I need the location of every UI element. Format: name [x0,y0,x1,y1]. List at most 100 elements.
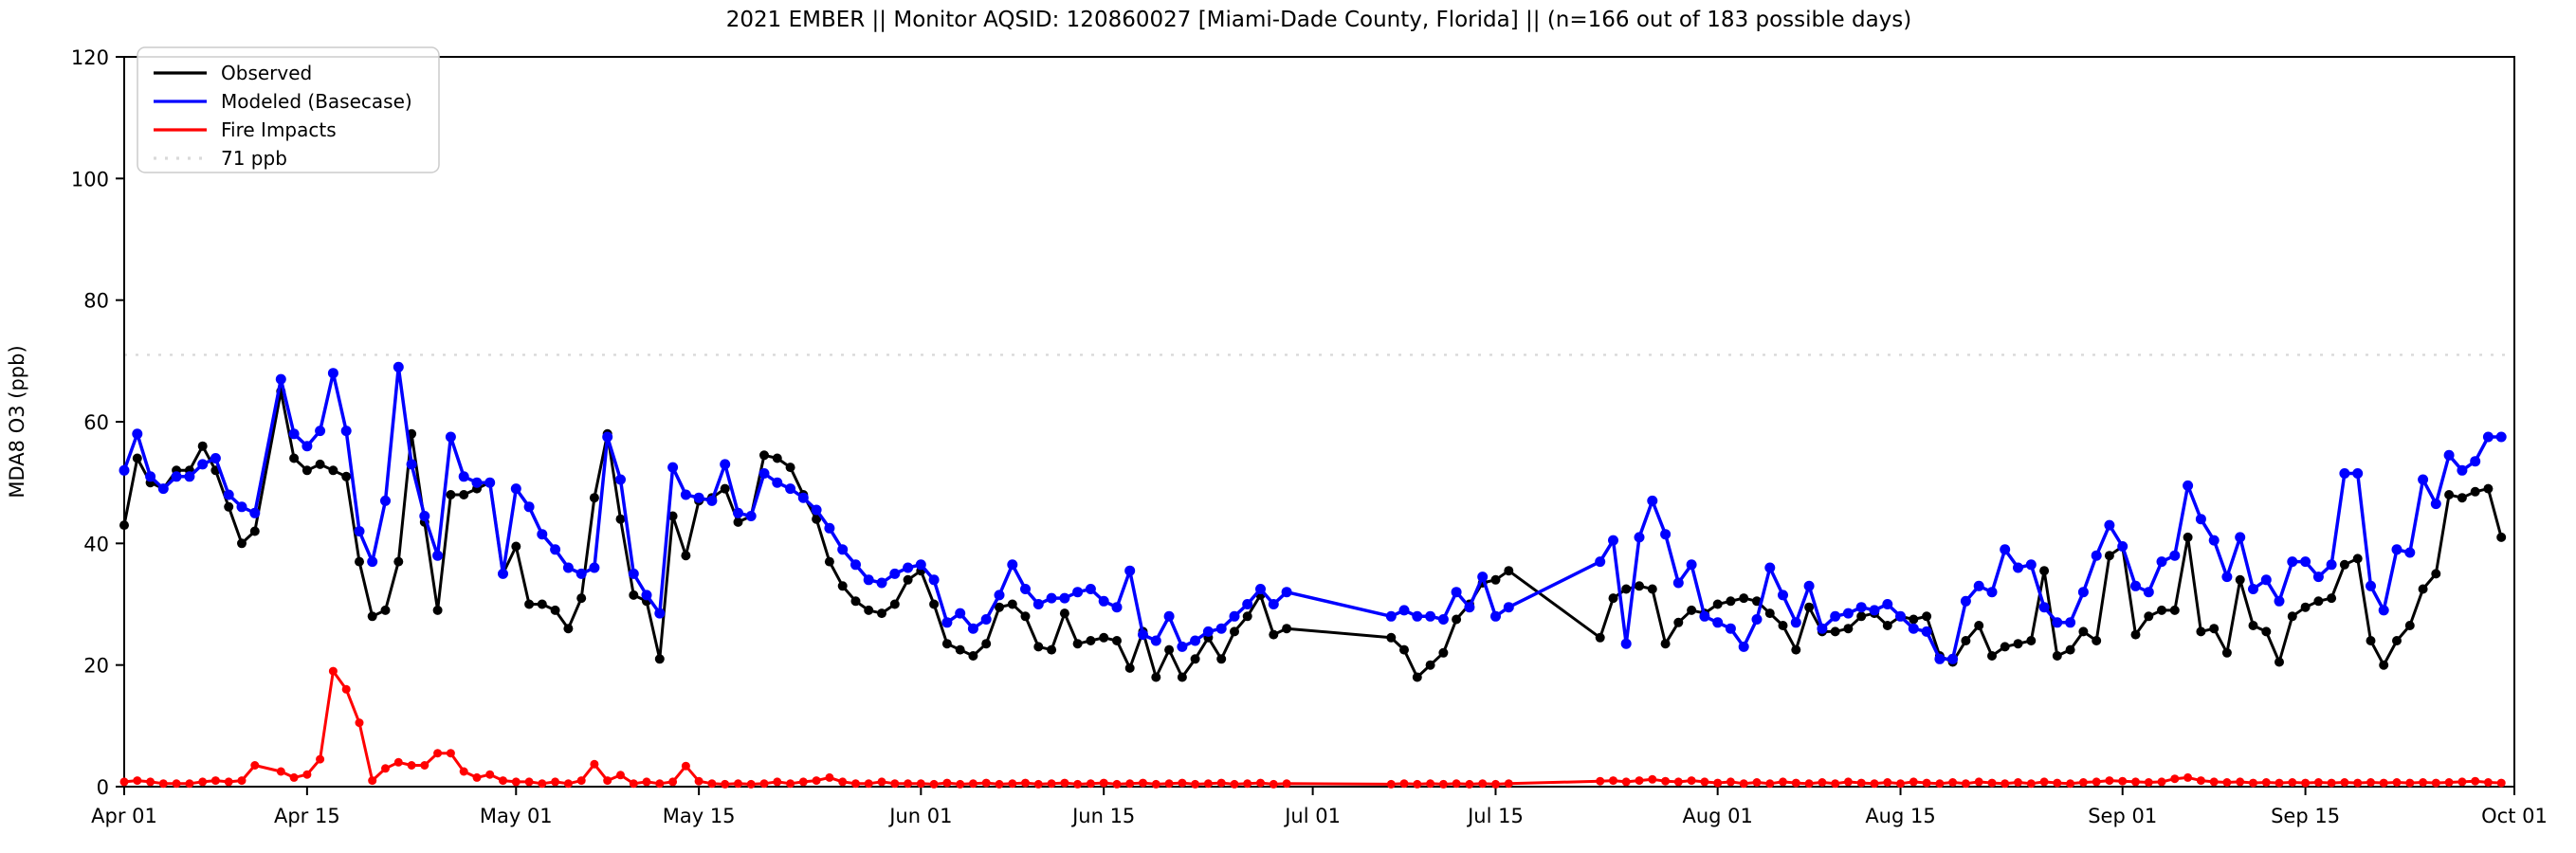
data-point-modeled-basecase [1882,599,1893,609]
data-point-observed [119,520,129,531]
data-point-observed [1504,566,1514,576]
data-point-modeled-basecase [706,495,718,506]
data-point-fire-impacts [1282,779,1291,789]
data-point-observed [1007,599,1017,609]
data-point-modeled-basecase [145,471,156,482]
data-point-observed [1660,639,1671,649]
data-point-fire-impacts [2053,778,2062,788]
data-point-modeled-basecase [733,507,743,518]
data-point-fire-impacts [2236,777,2245,787]
data-point-observed [2130,629,2141,640]
data-point-observed [1673,617,1684,627]
data-point-fire-impacts [2183,772,2193,782]
data-point-observed [1882,621,1892,630]
data-point-observed [2078,626,2089,637]
data-point-fire-impacts [341,684,351,694]
data-point-modeled-basecase [785,483,796,495]
data-point-modeled-basecase [523,501,535,513]
data-point-fire-impacts [198,777,208,787]
data-point-observed [1124,662,1135,673]
data-point-observed [2431,569,2441,579]
data-point-modeled-basecase [876,577,887,589]
data-point-fire-impacts [1935,779,1945,789]
data-point-observed [224,501,234,512]
data-point-fire-impacts [1870,779,1879,789]
data-point-modeled-basecase [1007,559,1018,571]
data-point-modeled-basecase [1385,610,1397,622]
data-point-modeled-basecase [824,522,835,534]
data-point-modeled-basecase [315,426,326,437]
data-point-observed [720,483,730,494]
data-point-observed [733,517,743,527]
data-point-modeled-basecase [941,617,953,628]
data-point-observed [393,556,404,567]
data-point-modeled-basecase [1830,610,1841,622]
data-point-observed [2169,605,2180,615]
data-point-modeled-basecase [1947,653,1959,664]
data-point-fire-impacts [707,779,717,789]
data-point-modeled-basecase [2248,584,2258,594]
data-point-fire-impacts [668,777,678,787]
data-point-fire-impacts [773,777,782,787]
data-point-fire-impacts [355,718,364,728]
series-markers-observed [119,386,2507,682]
data-point-modeled-basecase [537,529,548,540]
data-point-observed [1764,608,1775,619]
data-point-observed [654,654,665,664]
data-point-modeled-basecase [1190,635,1201,646]
data-point-modeled-basecase [654,608,666,619]
data-point-modeled-basecase [406,459,417,470]
data-point-fire-impacts [1504,779,1513,789]
data-point-fire-impacts [1164,779,1174,789]
data-point-modeled-basecase [1712,617,1724,628]
data-point-observed [1282,624,1292,634]
data-point-fire-impacts [1269,779,1278,789]
x-tick-label: May 15 [663,805,736,827]
data-point-observed [2248,621,2258,630]
data-point-observed [301,465,312,476]
data-point-observed [2000,642,2010,652]
data-point-fire-impacts [511,777,521,787]
series-markers-modeled-basecase [119,361,2507,664]
data-point-modeled-basecase [223,489,234,500]
data-point-observed [968,651,978,661]
data-point-fire-impacts [2001,779,2010,789]
data-point-observed [1386,632,1397,643]
data-point-observed [1269,629,1279,640]
data-point-observed [903,574,913,585]
data-point-modeled-basecase [693,492,704,503]
data-point-modeled-basecase [2378,605,2389,616]
data-point-modeled-basecase [641,590,652,601]
data-point-observed [2457,493,2467,503]
data-point-modeled-basecase [2482,431,2494,443]
data-point-modeled-basecase [1412,610,1423,622]
data-point-observed [2221,647,2232,658]
data-point-fire-impacts [185,779,194,789]
data-point-fire-impacts [1112,779,1122,789]
data-point-fire-impacts [563,779,573,789]
data-point-observed [1856,611,1867,622]
data-point-observed [955,644,965,655]
data-point-modeled-basecase [1595,556,1606,568]
data-point-observed [2404,621,2415,630]
data-point-fire-impacts [393,757,403,767]
data-point-observed [2470,486,2480,497]
data-point-modeled-basecase [1398,605,1410,616]
data-point-modeled-basecase [1020,584,1031,594]
data-point-modeled-basecase [367,556,378,568]
data-point-modeled-basecase [863,574,874,586]
data-point-modeled-basecase [628,568,639,579]
data-point-observed [380,605,391,615]
data-point-modeled-basecase [2312,572,2324,583]
data-point-modeled-basecase [772,477,783,488]
data-point-fire-impacts [1438,779,1448,789]
data-point-fire-impacts [1060,778,1069,788]
series-markers-fire-impacts [119,666,2506,789]
y-tick-label: 100 [71,168,109,191]
data-point-fire-impacts [1478,779,1488,789]
data-point-fire-impacts [2014,778,2022,787]
data-point-fire-impacts [1883,778,1892,787]
data-point-observed [2327,593,2337,604]
data-point-modeled-basecase [2418,474,2429,485]
data-point-observed [315,459,325,469]
